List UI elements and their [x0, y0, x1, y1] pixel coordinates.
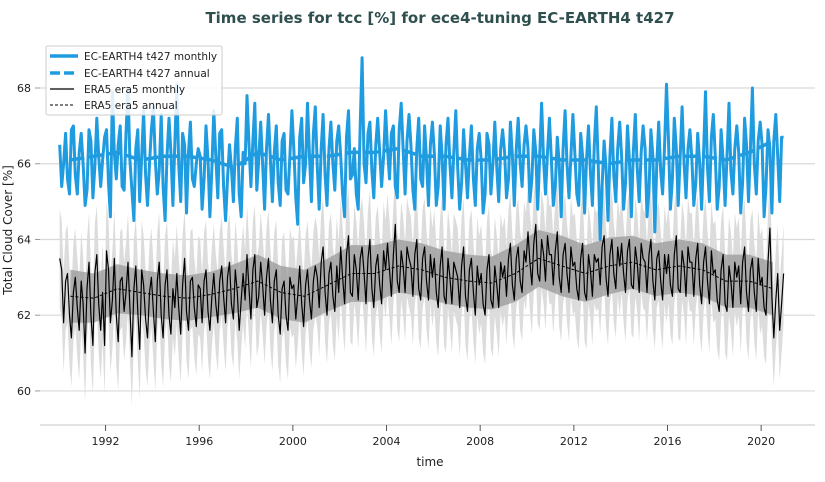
x-tick-label: 2008: [466, 435, 494, 448]
y-tick-label: 68: [17, 82, 31, 95]
y-tick-label: 64: [17, 233, 31, 246]
legend-label: EC-EARTH4 t427 annual: [84, 68, 210, 80]
x-tick-label: 2004: [373, 435, 401, 448]
obs-monthly-line: [59, 223, 785, 358]
model-annual-line: [70, 139, 774, 170]
x-tick-label: 1992: [92, 435, 120, 448]
obs-annual-line: [70, 257, 774, 299]
x-tick-label: 2016: [653, 435, 681, 448]
x-axis-label: time: [416, 455, 443, 469]
legend-box: [45, 45, 223, 116]
series-lines: [58, 56, 785, 358]
x-tick-label: 2020: [747, 435, 775, 448]
x-tick-label: 1996: [185, 435, 213, 448]
axes: 60 62 64 66 68 1992 1996 2000 2004 2008 2012 2016 20…: [17, 82, 815, 448]
legend-label: ERA5 era5 annual: [84, 100, 178, 112]
model-monthly-line: [58, 56, 784, 241]
y-tick-label: 60: [17, 385, 31, 398]
legend-label: EC-EARTH4 t427 monthly: [84, 51, 217, 63]
x-tick-label: 2012: [560, 435, 588, 448]
y-axis-label: Total Cloud Cover [%]: [1, 165, 15, 296]
chart-title: Time series for tcc [%] for ece4-tuning …: [205, 9, 674, 27]
x-tick-label: 2000: [279, 435, 307, 448]
legend-label: ERA5 era5 monthly: [84, 84, 185, 96]
y-tick-label: 66: [17, 158, 31, 171]
y-tick-label: 62: [17, 309, 31, 322]
legend: EC-EARTH4 t427 monthly EC-EARTH4 t427 an…: [45, 45, 223, 116]
